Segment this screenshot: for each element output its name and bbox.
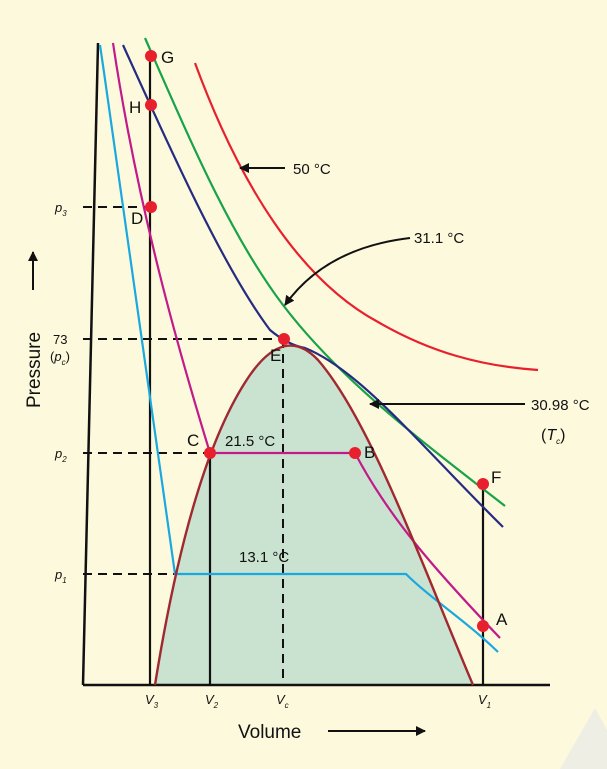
tick-pc-sub: c <box>62 358 66 367</box>
point-f-label: F <box>491 468 501 487</box>
tick-v1: V1 <box>478 692 491 710</box>
isotherm-31-1 <box>143 37 506 507</box>
tick-v3-sub: 3 <box>154 701 159 710</box>
point-e-marker <box>278 333 290 345</box>
point-b-marker <box>349 447 361 459</box>
point-g-marker <box>145 50 157 62</box>
tick-vc-base: V <box>276 692 286 707</box>
tick-v2: V2 <box>205 692 219 710</box>
arrow-31-1 <box>284 237 411 306</box>
tick-p3-sub: 3 <box>62 209 67 218</box>
label-31-1c: 31.1 °C <box>414 230 464 247</box>
tick-v1-base: V <box>478 692 488 707</box>
tick-v3-base: V <box>145 692 155 707</box>
tick-p3: p3 <box>54 200 67 218</box>
tick-p1-base: p <box>54 567 62 582</box>
label-50c: 50 °C <box>293 161 331 178</box>
point-a-label: A <box>496 610 508 629</box>
y-axis <box>81 42 100 686</box>
tick-p2: p2 <box>54 446 67 464</box>
point-e-label: E <box>270 346 281 365</box>
tc-sub: c <box>556 437 560 446</box>
tick-p2-sub: 2 <box>61 455 67 464</box>
point-g-label: G <box>161 48 174 67</box>
point-d-label: D <box>131 209 143 228</box>
label-21-5c: 21.5 °C <box>225 433 275 450</box>
point-c-marker <box>204 447 216 459</box>
point-h-label: H <box>129 98 141 117</box>
tick-p3-base: p <box>54 200 62 215</box>
tick-v3: V3 <box>145 692 159 710</box>
tick-73: 73 <box>53 332 67 347</box>
point-f-marker <box>477 478 489 490</box>
tick-v2-sub: 2 <box>213 701 219 710</box>
tick-v2-base: V <box>205 692 215 707</box>
tick-p1-sub: 1 <box>62 576 66 585</box>
isotherm-21-5 <box>111 42 501 639</box>
label-30-98c: 30.98 °C <box>531 397 590 414</box>
saturation-dome <box>153 344 475 686</box>
tick-pc: (pc) <box>50 349 70 367</box>
point-c-label: C <box>187 431 199 450</box>
tick-v1-sub: 1 <box>487 701 491 710</box>
label-13-1c: 13.1 °C <box>239 549 289 566</box>
tick-vc-sub: c <box>285 701 289 710</box>
point-a-marker <box>477 620 489 632</box>
isotherm-13-1 <box>98 44 499 653</box>
tick-p2-base: p <box>54 446 62 461</box>
y-axis-title: Pressure <box>24 332 45 408</box>
tc-base: T <box>546 427 557 444</box>
point-b-label: B <box>364 443 375 462</box>
isotherm-50 <box>193 62 539 372</box>
tick-vc: Vc <box>276 692 289 710</box>
label-tc: (Tc) <box>541 427 565 446</box>
x-axis-title: Volume <box>238 722 301 743</box>
point-d-marker <box>145 201 157 213</box>
tick-pc-base: p <box>53 349 61 364</box>
tick-p1: p1 <box>54 567 67 585</box>
point-h-marker <box>145 99 157 111</box>
two-phase-region <box>155 345 473 685</box>
page-fold <box>560 708 607 769</box>
